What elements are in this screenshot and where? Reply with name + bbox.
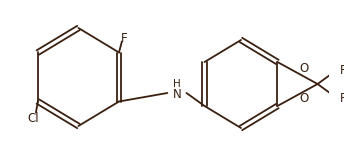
- Text: H: H: [173, 79, 181, 89]
- Text: O: O: [300, 93, 309, 106]
- Text: F: F: [340, 64, 344, 77]
- Text: Cl: Cl: [27, 112, 39, 125]
- Text: N: N: [173, 88, 181, 101]
- Text: F: F: [340, 92, 344, 104]
- Text: F: F: [120, 32, 127, 45]
- Text: O: O: [300, 63, 309, 76]
